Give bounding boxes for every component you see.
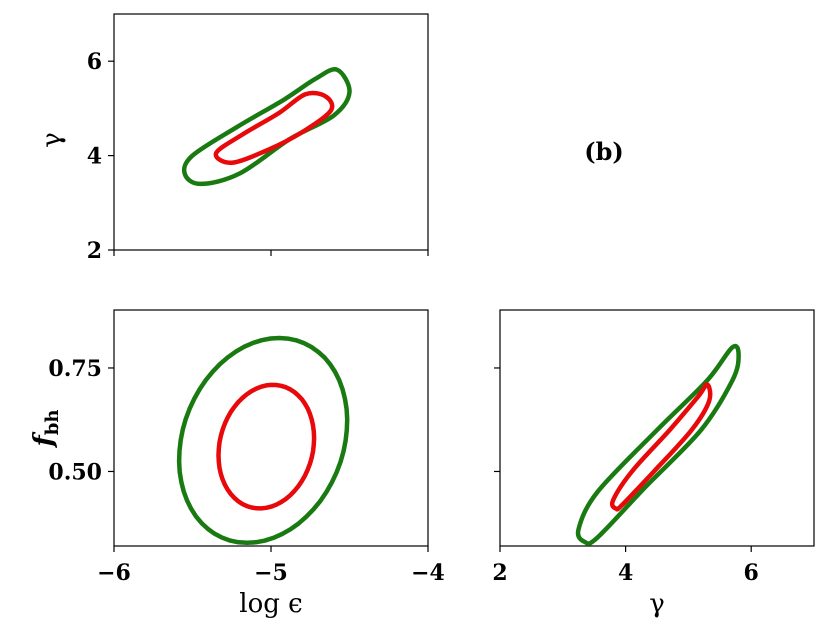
y-tick-label: 0.50 (48, 459, 102, 485)
x-tick-label: −4 (411, 560, 445, 586)
contour-outer (575, 343, 741, 546)
panel-tag: (b) (584, 137, 624, 166)
x-tick-label: −6 (97, 560, 131, 586)
chart-marks: 2 4 6 −6 −5 −4 0.50 0.75 2 4 6 (48, 49, 758, 586)
panel-fbh-vs-gamma-frame (499, 309, 815, 547)
y-tick-label: 2 (87, 238, 102, 264)
panel-fbh-vs-logeps-ylabel: fbh (29, 410, 63, 449)
x-tick-label: −5 (254, 560, 288, 586)
contour-outer (176, 335, 350, 546)
ylabel-sub: bh (42, 410, 63, 436)
y-tick-label: 6 (87, 49, 102, 75)
y-tick-label: 4 (87, 144, 102, 170)
panel-gamma-vs-logeps-ylabel: γ (37, 132, 67, 148)
x-tick-label: 2 (492, 560, 507, 586)
y-tick-label: 0.75 (48, 356, 102, 382)
contour-inner (609, 382, 713, 512)
x-tick-label: 4 (618, 560, 633, 586)
panel-fbh-vs-logeps-xlabel: log ϵ (239, 589, 302, 619)
contour-inner (213, 90, 335, 165)
panel-gamma-vs-logeps-frame (113, 13, 429, 251)
ylabel-main: f (29, 431, 59, 448)
panel-fbh-vs-gamma-xlabel: γ (649, 589, 665, 619)
contour-inner (216, 382, 317, 511)
panel-fbh-vs-logeps-frame (113, 309, 429, 547)
contour-outer (181, 67, 352, 187)
x-tick-label: 6 (744, 560, 759, 586)
